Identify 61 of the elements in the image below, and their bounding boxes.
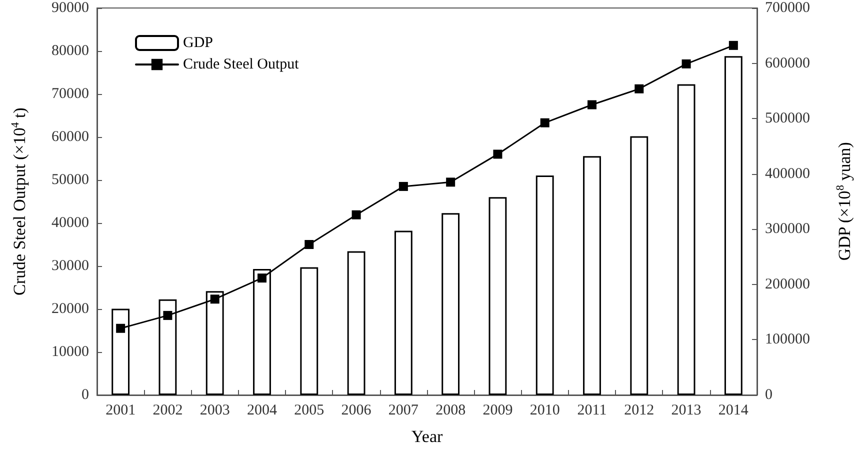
bar	[488, 197, 507, 395]
bar	[347, 251, 366, 395]
y2-tick-label: 300000	[765, 221, 810, 238]
x-tick-label: 2002	[152, 402, 183, 418]
y-tick-label: 90000	[52, 0, 89, 16]
y-tick-label: 40000	[52, 215, 89, 231]
point	[398, 182, 408, 191]
y2-tick-label: 400000	[765, 166, 810, 182]
point	[540, 118, 550, 128]
y-tick-label: 70000	[52, 86, 89, 102]
x-tick-label: 2005	[294, 402, 324, 418]
y2-tick-label: 0	[765, 387, 772, 403]
point	[116, 324, 126, 333]
x-axis-title: Year	[411, 427, 443, 446]
y2-axis-title: GDP (×108 yuan)	[834, 142, 854, 261]
x-tick-label: 2012	[624, 402, 654, 418]
point	[258, 274, 266, 283]
y-tick-label: 60000	[52, 129, 89, 145]
point	[493, 150, 502, 159]
bar	[536, 176, 554, 395]
bar	[442, 213, 460, 395]
y-tick-label: 0	[82, 387, 89, 403]
x-tick-label: 2010	[530, 402, 560, 418]
y2-tick-label: 200000	[765, 276, 810, 292]
x-tick-label: 2007	[388, 402, 419, 418]
x-tick-label: 2001	[106, 402, 136, 418]
point	[163, 310, 172, 320]
bar	[677, 84, 696, 395]
y-tick-label: 80000	[52, 43, 89, 59]
y-tick-label: 20000	[52, 301, 89, 317]
bar	[394, 230, 412, 395]
x-tick-label: 2009	[482, 402, 513, 418]
point	[728, 40, 738, 50]
point	[352, 210, 361, 220]
legend-label: Crude Steel Output	[183, 56, 300, 72]
y-tick-label: 50000	[52, 172, 89, 188]
x-tick-label: 2011	[577, 402, 607, 418]
y2-tick-label: 500000	[765, 110, 810, 127]
y2-tick-label: 100000	[765, 332, 810, 348]
point	[304, 240, 314, 249]
bar	[724, 56, 742, 395]
bar	[300, 267, 318, 395]
y-axis-title: Crude Steel Output (×104 t)	[10, 108, 29, 296]
point	[446, 178, 456, 187]
y2-tick-label: 700000	[765, 0, 810, 16]
x-tick-label: 2006	[341, 402, 372, 418]
point	[634, 84, 644, 94]
bar	[630, 136, 648, 395]
y2-tick-label: 600000	[765, 55, 810, 72]
legend-label: GDP	[183, 35, 214, 51]
bar	[583, 156, 601, 395]
x-tick-label: 2003	[200, 402, 230, 418]
x-tick-label: 2008	[436, 402, 466, 418]
y-tick-label: 30000	[52, 258, 89, 274]
x-tick-label: 2004	[247, 402, 278, 418]
point	[588, 100, 596, 110]
point	[682, 59, 691, 68]
point	[210, 294, 220, 304]
y-tick-label: 10000	[52, 344, 89, 360]
x-tick-label: 2013	[671, 402, 702, 418]
x-tick-label: 2014	[718, 402, 749, 418]
